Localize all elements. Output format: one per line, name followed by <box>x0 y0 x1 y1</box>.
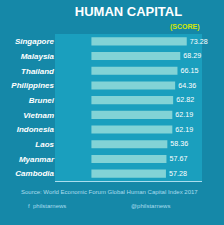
svg-text:Malaysia: Malaysia <box>21 52 55 61</box>
svg-text:Thailand: Thailand <box>21 67 55 76</box>
svg-text:73.28: 73.28 <box>190 38 208 46</box>
svg-text:62.19: 62.19 <box>175 126 193 134</box>
svg-text:@philstarnews: @philstarnews <box>131 203 170 209</box>
svg-text:Indonesia: Indonesia <box>17 125 55 134</box>
svg-text:68.29: 68.29 <box>183 52 201 60</box>
svg-text:62.19: 62.19 <box>175 111 193 119</box>
svg-text:Vietnam: Vietnam <box>23 111 54 120</box>
svg-text:f philstarnews: f philstarnews <box>28 203 66 209</box>
svg-text:64.36: 64.36 <box>178 82 196 90</box>
svg-text:58.36: 58.36 <box>170 140 188 148</box>
svg-text:(SCORE): (SCORE) <box>170 23 200 31</box>
svg-text:Brunei: Brunei <box>29 96 55 105</box>
svg-text:Philippines: Philippines <box>11 81 54 90</box>
svg-text:Source: World Economic Forum G: Source: World Economic Forum Global Huma… <box>21 189 198 195</box>
svg-text:Singapore: Singapore <box>15 37 55 46</box>
svg-text:57.67: 57.67 <box>169 155 187 163</box>
svg-text:62.82: 62.82 <box>176 96 194 104</box>
svg-text:HUMAN CAPITAL: HUMAN CAPITAL <box>75 4 182 19</box>
svg-text:66.15: 66.15 <box>180 67 198 75</box>
svg-text:57.28: 57.28 <box>169 170 187 178</box>
svg-text:Cambodia: Cambodia <box>15 169 54 178</box>
svg-text:Laos: Laos <box>35 140 54 149</box>
svg-text:Myanmar: Myanmar <box>19 155 55 164</box>
